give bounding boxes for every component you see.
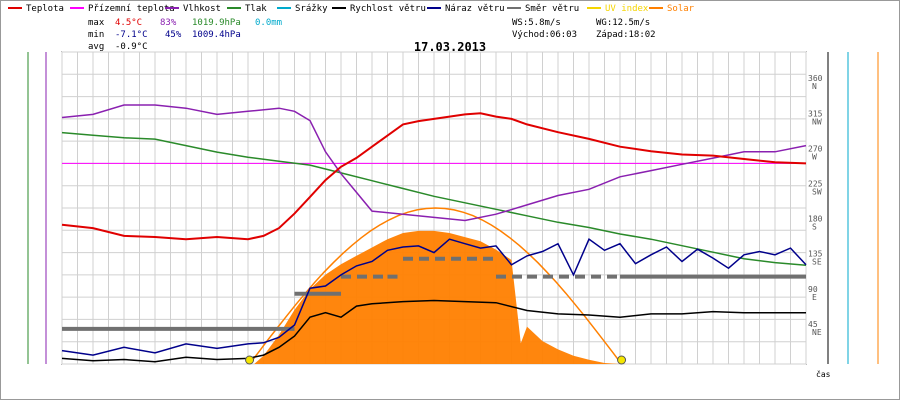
tick-dir-2: 270 (808, 144, 823, 153)
stats-avg-label: avg (88, 42, 104, 52)
tick-dir-5: 135 (808, 250, 823, 259)
legend-label-8: UV index (605, 4, 649, 14)
tick-dir-4: 180 (808, 215, 823, 224)
tick-dir-3: 225 (808, 180, 823, 189)
tick-dir-0: 360 (808, 74, 823, 83)
legend-label-2: Vlhkost (183, 4, 221, 14)
stats-max-temp: 4.5°C (115, 18, 142, 28)
legend-label-3: Tlak (245, 4, 267, 14)
legend: Teplota Přízemní teplota Vlhkost Tlak Srážky… (8, 4, 695, 14)
stats-sunset: Západ:18:02 (596, 30, 656, 40)
tick-dir-label-5: SE (812, 258, 822, 267)
stats-ws: WS:5.8m/s (512, 18, 561, 28)
series-wind-gust (61, 238, 807, 356)
tick-dir-label-0: N (812, 82, 817, 91)
tick-dir-label-6: E (812, 293, 817, 302)
legend-label-5: Rychlost větru (350, 4, 426, 14)
tick-dir-label-7: NE (812, 328, 822, 337)
tick-dir-label-4: S (812, 223, 817, 232)
legend-label-7: Směr větru (525, 4, 579, 14)
stats-max-hum: 83% (160, 18, 177, 28)
tick-dir-label-2: W (812, 152, 817, 161)
series-humidity (61, 104, 807, 222)
stats-max-press: 1019.9hPa (192, 18, 241, 28)
plot-layer (61, 104, 807, 365)
stats-block: max 4.5°C 83% 1019.9hPa 0.0mm min -7.1°C… (88, 18, 656, 52)
series-wind-speed (61, 299, 806, 363)
stats-min-temp: -7.1°C (115, 30, 148, 40)
series-pressure (61, 131, 807, 266)
tick-dir-1: 315 (808, 109, 823, 118)
stats-min-press: 1009.4hPa (192, 30, 241, 40)
legend-label-1: Přízemní teplota (88, 4, 175, 14)
tick-dir-7: 45 (808, 320, 818, 329)
legend-label-4: Srážky (295, 4, 328, 14)
tick-dir-label-3: SW (812, 188, 822, 197)
stats-min-label: min (88, 30, 104, 40)
uv-marker-0 (245, 355, 255, 365)
chart-title: 17.03.2013 (414, 40, 486, 54)
stats-max-label: max (88, 18, 105, 28)
series-solar-area (254, 230, 620, 364)
stats-sunrise: Východ:06:03 (512, 30, 577, 40)
x-axis-label: čas (816, 369, 831, 379)
tick-dir-6: 90 (808, 285, 818, 294)
series-clear-sky (248, 207, 623, 365)
tick-dir-label-1: NW (812, 117, 822, 126)
series-temperature (61, 112, 807, 241)
stats-avg-temp: -0.9°C (115, 42, 148, 52)
stats-min-hum: 45% (165, 30, 182, 40)
legend-label-0: Teplota (26, 4, 64, 14)
legend-label-9: Solar (667, 4, 695, 14)
uv-marker-1 (617, 355, 627, 365)
legend-label-6: Náraz větru (445, 4, 505, 14)
stats-wg: WG:12.5m/s (596, 18, 650, 28)
stats-max-rain: 0.0mm (255, 18, 282, 28)
